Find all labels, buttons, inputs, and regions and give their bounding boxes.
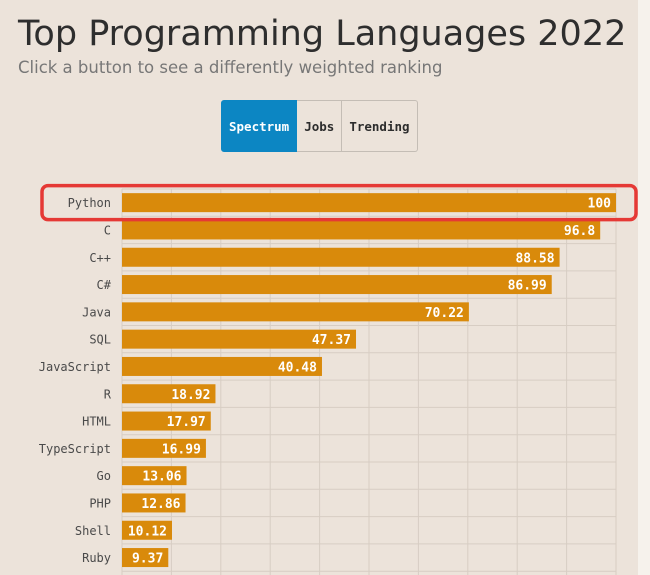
bar[interactable] [122,438,206,458]
category-label: TypeScript [39,442,111,456]
value-label: 13.06 [142,470,181,485]
category-label: C [104,223,111,237]
category-label: PHP [89,496,111,510]
bar[interactable] [122,520,172,540]
bar[interactable] [122,302,469,322]
bar[interactable] [122,356,322,376]
category-label: C++ [89,251,111,265]
category-label: JavaScript [39,360,111,374]
value-label: 10.12 [128,524,167,539]
grid-layer [121,188,617,575]
spectrum-button[interactable]: Spectrum [221,100,298,152]
bar[interactable] [122,466,187,486]
bar[interactable] [122,411,211,431]
bar[interactable] [122,193,616,213]
highlight-layer [40,183,638,222]
value-label: 12.86 [141,497,180,512]
ranking-button-group: Spectrum Jobs Trending [221,100,418,152]
value-label: 100 [588,197,612,212]
category-label: Java [82,305,111,319]
bar[interactable] [122,247,560,267]
category-label: Shell [75,524,111,538]
trending-button[interactable]: Trending [342,100,418,152]
label-layer: Python 100 C 96.8 C++ 88.58 C# 86.99 Java 70.22 SQ… [39,196,611,566]
category-label: R [104,387,112,401]
value-label: 86.99 [508,279,547,294]
value-label: 18.92 [171,388,210,403]
bar-layer [122,193,616,568]
category-label: SQL [89,333,111,347]
category-label: C# [97,278,112,292]
page-right-edge [638,0,650,575]
category-label: Ruby [82,551,111,565]
page-title: Top Programming Languages 2022 [18,14,627,54]
value-label: 16.99 [162,442,201,457]
value-label: 96.8 [564,224,595,239]
value-label: 9.37 [132,552,163,567]
category-label: Python [68,196,111,210]
bar[interactable] [122,493,186,513]
value-label: 47.37 [312,333,351,348]
value-label: 40.48 [278,360,317,375]
page-subtitle: Click a button to see a differently weig… [18,58,443,77]
highlight-box [40,183,638,222]
bar[interactable] [122,220,601,240]
value-label: 70.22 [425,306,464,321]
bar[interactable] [122,384,216,404]
category-label: Go [97,469,111,483]
bar[interactable] [122,548,169,568]
jobs-button[interactable]: Jobs [297,100,343,152]
bar[interactable] [122,329,357,349]
bar[interactable] [122,275,552,295]
value-label: 17.97 [167,415,206,430]
category-label: HTML [82,415,111,429]
value-label: 88.58 [515,251,554,266]
